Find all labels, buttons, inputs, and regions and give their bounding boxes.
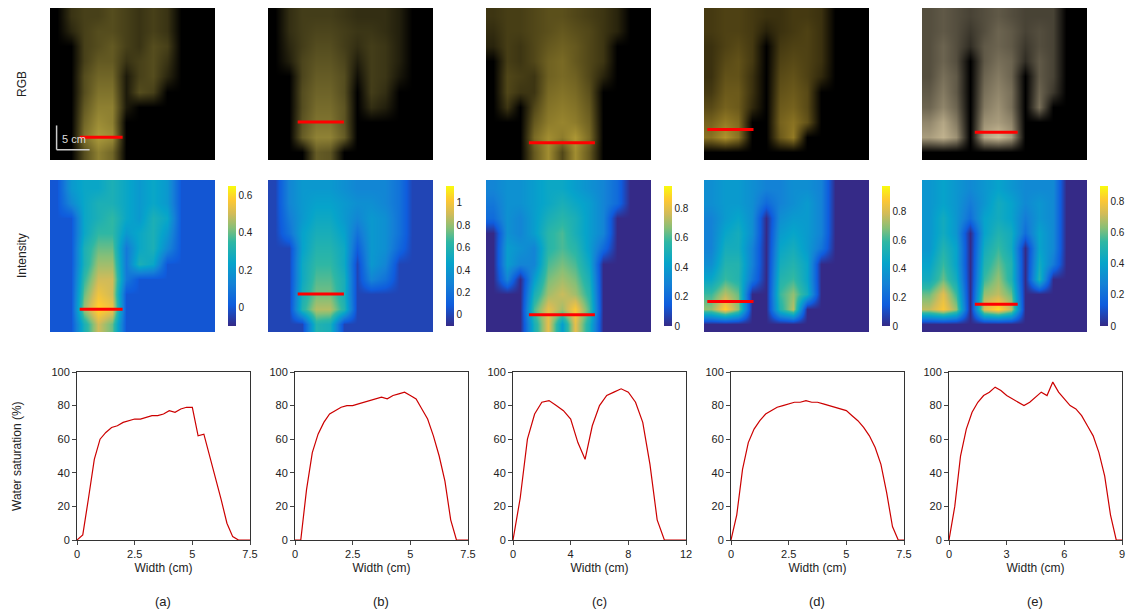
svg-text:0.2: 0.2: [675, 291, 689, 302]
svg-text:0.4: 0.4: [893, 263, 907, 274]
svg-text:RGB: RGB: [15, 71, 29, 97]
svg-text:20: 20: [276, 500, 288, 512]
svg-text:0.8: 0.8: [675, 203, 689, 214]
svg-text:9: 9: [1119, 548, 1125, 560]
svg-text:40: 40: [58, 467, 70, 479]
svg-text:0: 0: [893, 321, 899, 332]
svg-text:60: 60: [712, 433, 724, 445]
svg-text:80: 80: [494, 399, 506, 411]
svg-text:7.5: 7.5: [896, 548, 911, 560]
svg-text:0.4: 0.4: [1111, 258, 1125, 269]
svg-text:0: 0: [510, 548, 516, 560]
svg-text:0.6: 0.6: [1111, 227, 1125, 238]
svg-text:20: 20: [494, 500, 506, 512]
svg-text:(c): (c): [592, 594, 607, 609]
svg-text:3: 3: [1004, 548, 1010, 560]
svg-text:80: 80: [930, 399, 942, 411]
svg-text:0.8: 0.8: [1111, 196, 1125, 207]
svg-text:4: 4: [568, 548, 574, 560]
svg-text:100: 100: [51, 366, 69, 378]
svg-text:(e): (e): [1027, 594, 1043, 609]
svg-text:100: 100: [705, 366, 723, 378]
svg-text:20: 20: [930, 500, 942, 512]
svg-text:0: 0: [239, 302, 245, 313]
svg-text:5: 5: [189, 548, 195, 560]
svg-text:0: 0: [500, 534, 506, 546]
svg-text:0.2: 0.2: [457, 287, 471, 298]
svg-text:100: 100: [923, 366, 941, 378]
svg-text:Width (cm): Width (cm): [789, 561, 847, 575]
svg-text:100: 100: [269, 366, 287, 378]
svg-text:8: 8: [625, 548, 631, 560]
svg-text:12: 12: [680, 548, 692, 560]
svg-text:Width (cm): Width (cm): [135, 561, 193, 575]
svg-text:0.4: 0.4: [239, 227, 253, 238]
svg-text:0.2: 0.2: [239, 265, 253, 276]
svg-text:60: 60: [930, 433, 942, 445]
svg-text:0: 0: [946, 548, 952, 560]
svg-text:0.2: 0.2: [893, 292, 907, 303]
svg-text:0: 0: [74, 548, 80, 560]
svg-text:0: 0: [728, 548, 734, 560]
svg-text:Intensity: Intensity: [15, 233, 29, 278]
svg-text:40: 40: [494, 467, 506, 479]
svg-text:0.6: 0.6: [239, 190, 253, 201]
svg-text:40: 40: [930, 467, 942, 479]
svg-text:0.2: 0.2: [1111, 289, 1125, 300]
svg-text:0: 0: [675, 321, 681, 332]
svg-text:0.4: 0.4: [675, 262, 689, 273]
svg-text:5: 5: [407, 548, 413, 560]
svg-text:Water saturation (%): Water saturation (%): [10, 401, 24, 511]
svg-text:Width (cm): Width (cm): [571, 561, 629, 575]
svg-text:(d): (d): [809, 594, 825, 609]
svg-text:0.6: 0.6: [675, 232, 689, 243]
svg-text:(a): (a): [155, 594, 171, 609]
svg-text:0.6: 0.6: [893, 235, 907, 246]
svg-text:0: 0: [718, 534, 724, 546]
svg-text:Width (cm): Width (cm): [1007, 561, 1065, 575]
svg-text:Width (cm): Width (cm): [353, 561, 411, 575]
svg-text:(b): (b): [373, 594, 389, 609]
svg-text:0: 0: [457, 309, 463, 320]
svg-text:2.5: 2.5: [781, 548, 796, 560]
svg-text:60: 60: [494, 433, 506, 445]
svg-text:40: 40: [276, 467, 288, 479]
svg-text:100: 100: [487, 366, 505, 378]
svg-text:60: 60: [58, 433, 70, 445]
svg-text:2.5: 2.5: [345, 548, 360, 560]
svg-text:20: 20: [58, 500, 70, 512]
svg-text:0.6: 0.6: [457, 242, 471, 253]
svg-text:80: 80: [276, 399, 288, 411]
svg-text:0: 0: [292, 548, 298, 560]
svg-text:7.5: 7.5: [460, 548, 475, 560]
svg-text:0: 0: [64, 534, 70, 546]
svg-text:20: 20: [712, 500, 724, 512]
svg-text:0.8: 0.8: [893, 206, 907, 217]
svg-text:40: 40: [712, 467, 724, 479]
svg-text:2.5: 2.5: [127, 548, 142, 560]
svg-text:80: 80: [712, 399, 724, 411]
svg-text:7.5: 7.5: [242, 548, 257, 560]
svg-text:0.8: 0.8: [457, 220, 471, 231]
svg-text:60: 60: [276, 433, 288, 445]
svg-text:0.4: 0.4: [457, 265, 471, 276]
svg-text:0: 0: [936, 534, 942, 546]
svg-text:0: 0: [1111, 321, 1117, 332]
svg-text:6: 6: [1061, 548, 1067, 560]
svg-text:1: 1: [457, 197, 463, 208]
svg-text:5 cm: 5 cm: [62, 133, 86, 145]
svg-text:0: 0: [282, 534, 288, 546]
svg-text:80: 80: [58, 399, 70, 411]
svg-text:5: 5: [843, 548, 849, 560]
